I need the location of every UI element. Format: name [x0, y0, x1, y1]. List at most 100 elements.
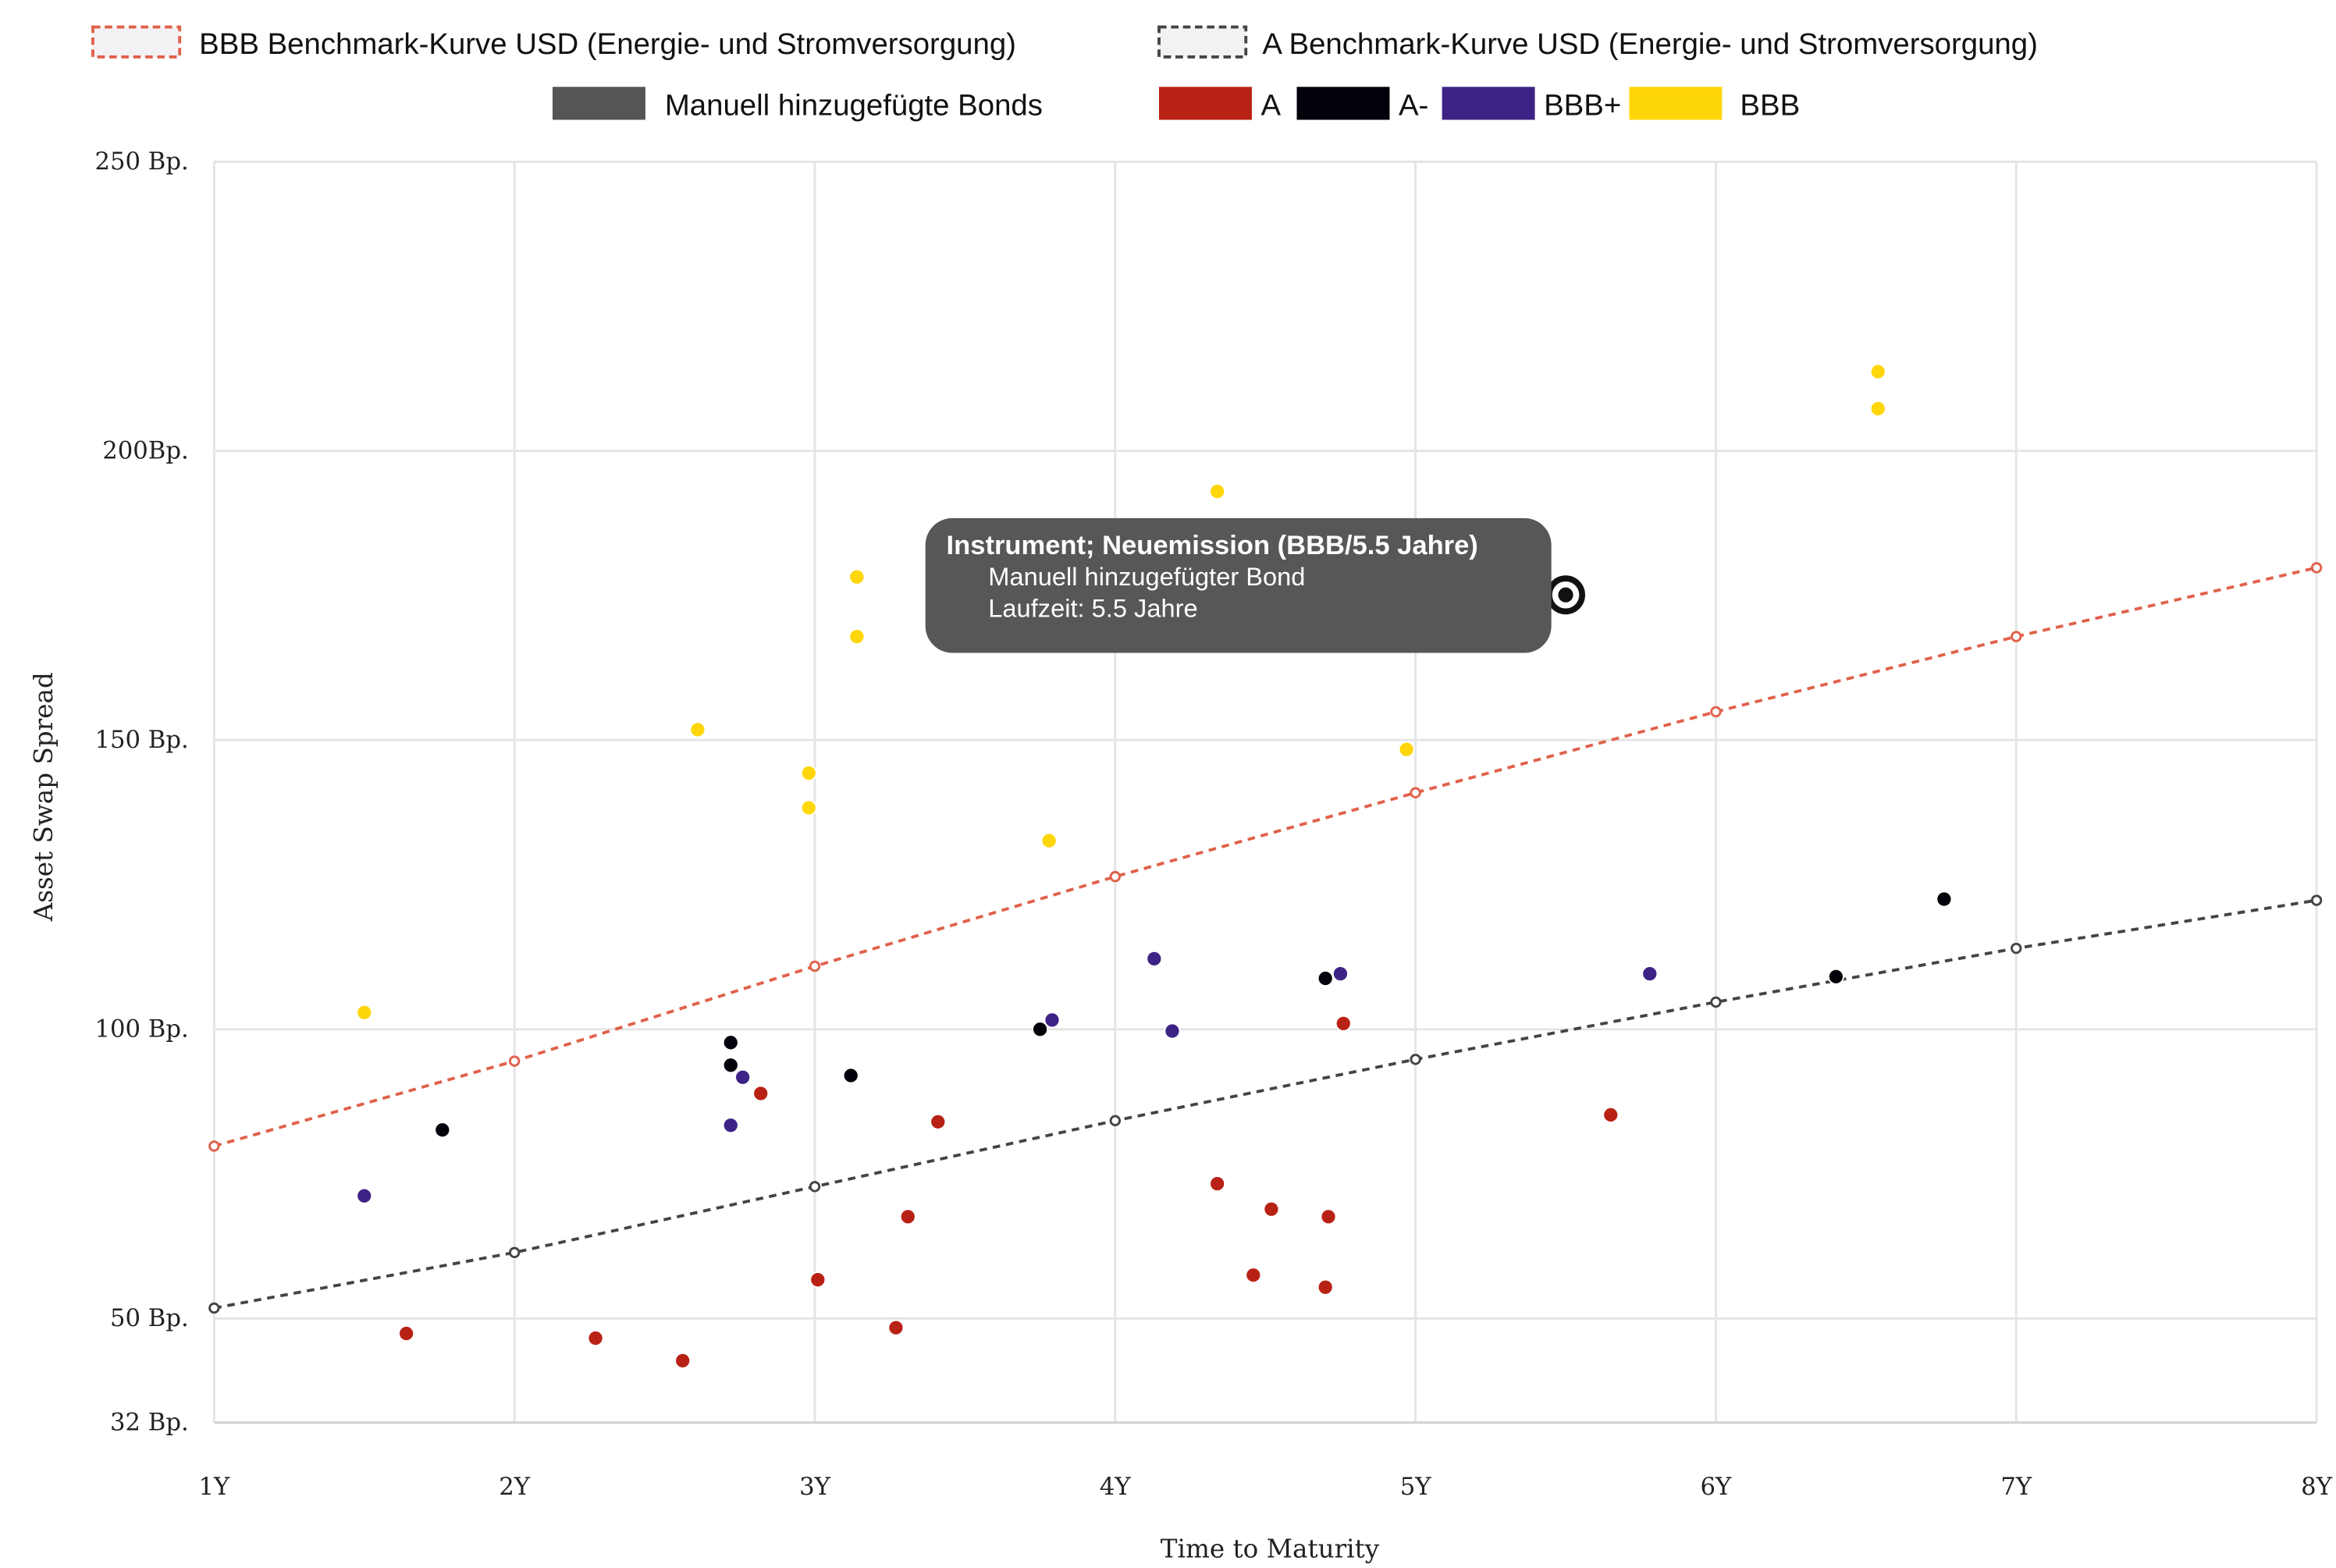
x-tick-label: 5Y	[1400, 1474, 1432, 1501]
benchmark-curve-marker[interactable]	[508, 1246, 521, 1258]
legend-label-a-minus[interactable]: A-	[1399, 89, 1428, 123]
tooltip: Instrument; Neuemission (BBB/5.5 Jahre) …	[925, 517, 1552, 653]
data-point-bbb[interactable]	[1869, 400, 1886, 418]
legend-swatch-a-minus[interactable]	[1296, 87, 1390, 120]
legend-swatch-bbb-curve[interactable]	[91, 25, 182, 59]
legend-label-a[interactable]: A	[1260, 89, 1281, 123]
data-point-a-minus[interactable]	[1936, 891, 1953, 908]
data-point-a[interactable]	[930, 1113, 947, 1130]
data-point-bbb[interactable]	[800, 764, 817, 782]
benchmark-curve-marker[interactable]	[508, 1055, 521, 1067]
data-point-a[interactable]	[1602, 1106, 1620, 1123]
benchmark-curve-line	[213, 566, 2317, 1148]
y-tick-label: 100 Bp.	[94, 1015, 188, 1043]
tooltip-maturity: Laufzeit: 5.5 Jahre	[988, 594, 1198, 624]
y-tick-label: 150 Bp.	[94, 727, 188, 754]
data-point-bbb[interactable]	[1040, 832, 1058, 849]
legend-label-bbb-plus[interactable]: BBB+	[1544, 89, 1621, 123]
legend-label-a-curve[interactable]: A Benchmark-Kurve USD (Energie- und Stro…	[1262, 27, 2038, 61]
data-point-bbb[interactable]	[1869, 363, 1886, 380]
x-tick-label: 7Y	[2000, 1474, 2032, 1501]
tooltip-type: Manuell hinzugefügter Bond	[988, 563, 1306, 592]
data-point-a[interactable]	[674, 1352, 692, 1369]
x-tick-label: 8Y	[2301, 1474, 2333, 1501]
data-point-bbb-minusplus[interactable]	[722, 1117, 739, 1134]
legend-swatch-a[interactable]	[1158, 87, 1252, 120]
legend-swatch-manual[interactable]	[552, 87, 645, 120]
data-point-a-minus[interactable]	[434, 1122, 451, 1139]
legend-label-bbb-curve[interactable]: BBB Benchmark-Kurve USD (Energie- und St…	[199, 27, 1016, 61]
benchmark-curve-marker[interactable]	[2011, 631, 2022, 642]
legend-label-bbb[interactable]: BBB	[1740, 89, 1800, 123]
legend-swatch-a-curve[interactable]	[1157, 25, 1248, 59]
benchmark-curve-marker[interactable]	[208, 1302, 220, 1314]
data-point-bbb-minusplus[interactable]	[1146, 950, 1163, 967]
benchmark-curve-marker[interactable]	[1109, 1115, 1122, 1127]
data-point-a-minus[interactable]	[842, 1067, 859, 1084]
data-point-bbb[interactable]	[848, 568, 866, 585]
data-point-a[interactable]	[809, 1271, 827, 1289]
data-point-bbb-minusplus[interactable]	[356, 1187, 373, 1204]
y-tick-label: 32 Bp.	[110, 1409, 189, 1436]
data-point-bbb-minusplus[interactable]	[1044, 1012, 1061, 1029]
benchmark-curve-marker[interactable]	[208, 1140, 220, 1152]
axis-ticks: 1Y 2Y 3Y 4Y 5Y 6Y 7Y 8Y 32 Bp. 50 Bp. 100 Bp. 150 B…	[94, 148, 2332, 1501]
y-axis-label: Asset Swap Spread	[29, 672, 59, 922]
data-points	[356, 363, 1953, 1369]
data-point-bbb[interactable]	[1209, 483, 1226, 500]
data-point-a[interactable]	[1263, 1200, 1280, 1218]
x-tick-label: 3Y	[799, 1474, 831, 1501]
data-point-a-minus[interactable]	[1827, 968, 1844, 985]
grid	[212, 160, 2318, 1424]
legend-swatch-bbb[interactable]	[1629, 87, 1723, 120]
data-point-bbb[interactable]	[848, 628, 866, 645]
y-tick-label: 250 Bp.	[94, 148, 188, 176]
data-point-a[interactable]	[887, 1319, 905, 1336]
benchmark-curve-marker[interactable]	[809, 960, 821, 972]
data-point-a[interactable]	[1245, 1267, 1262, 1284]
data-point-bbb-minusplus[interactable]	[1641, 965, 1659, 983]
legend: BBB Benchmark-Kurve USD (Energie- und St…	[91, 25, 2038, 123]
x-axis-label: Time to Maturity	[1161, 1534, 1380, 1563]
benchmark-curve-marker[interactable]	[1410, 1054, 1421, 1065]
data-point-bbb-minusplus[interactable]	[1332, 965, 1349, 983]
data-point-a-minus[interactable]	[722, 1057, 739, 1074]
benchmark-curve-marker[interactable]	[2310, 894, 2323, 906]
data-point-a[interactable]	[1335, 1015, 1352, 1032]
data-point-a-minus[interactable]	[722, 1034, 739, 1051]
benchmark-curve-marker[interactable]	[2310, 562, 2323, 574]
legend-label-manual[interactable]: Manuell hinzugefügte Bonds	[665, 89, 1043, 123]
y-tick-label: 200Bp.	[102, 437, 189, 464]
x-tick-label: 1Y	[198, 1474, 230, 1501]
data-point-a-minus[interactable]	[1032, 1021, 1049, 1038]
data-point-a[interactable]	[1209, 1175, 1226, 1193]
y-tick-label: 50 Bp.	[110, 1305, 189, 1332]
data-point-a[interactable]	[1317, 1278, 1334, 1296]
data-point-a[interactable]	[752, 1085, 770, 1102]
data-point-bbb-minusplus[interactable]	[1164, 1022, 1181, 1040]
data-point-a[interactable]	[899, 1208, 916, 1225]
benchmark-curve-marker[interactable]	[809, 1181, 821, 1193]
benchmark-curve-marker[interactable]	[1710, 706, 1722, 718]
data-point-bbb[interactable]	[356, 1004, 373, 1021]
data-point-bbb[interactable]	[1398, 741, 1415, 758]
data-point-a[interactable]	[587, 1329, 604, 1347]
benchmark-curve-marker[interactable]	[1109, 870, 1122, 883]
data-point-bbb[interactable]	[800, 799, 817, 816]
x-tick-label: 6Y	[1701, 1474, 1733, 1501]
data-point-a-minus[interactable]	[1317, 970, 1334, 987]
manual-data-point[interactable]	[1558, 587, 1573, 603]
legend-swatch-bbb-plus[interactable]	[1442, 87, 1535, 120]
benchmark-curve-marker[interactable]	[2011, 942, 2022, 955]
data-point-a[interactable]	[398, 1324, 415, 1342]
data-point-bbb[interactable]	[689, 721, 706, 738]
benchmark-curve-marker[interactable]	[1710, 996, 1722, 1008]
benchmark-curve-line	[214, 898, 2317, 1310]
x-tick-label: 2Y	[499, 1474, 531, 1501]
data-point-a[interactable]	[1320, 1208, 1337, 1225]
benchmark-curve-marker[interactable]	[1410, 787, 1421, 798]
data-point-bbb-minusplus[interactable]	[734, 1068, 752, 1086]
x-tick-label: 4Y	[1100, 1474, 1132, 1501]
